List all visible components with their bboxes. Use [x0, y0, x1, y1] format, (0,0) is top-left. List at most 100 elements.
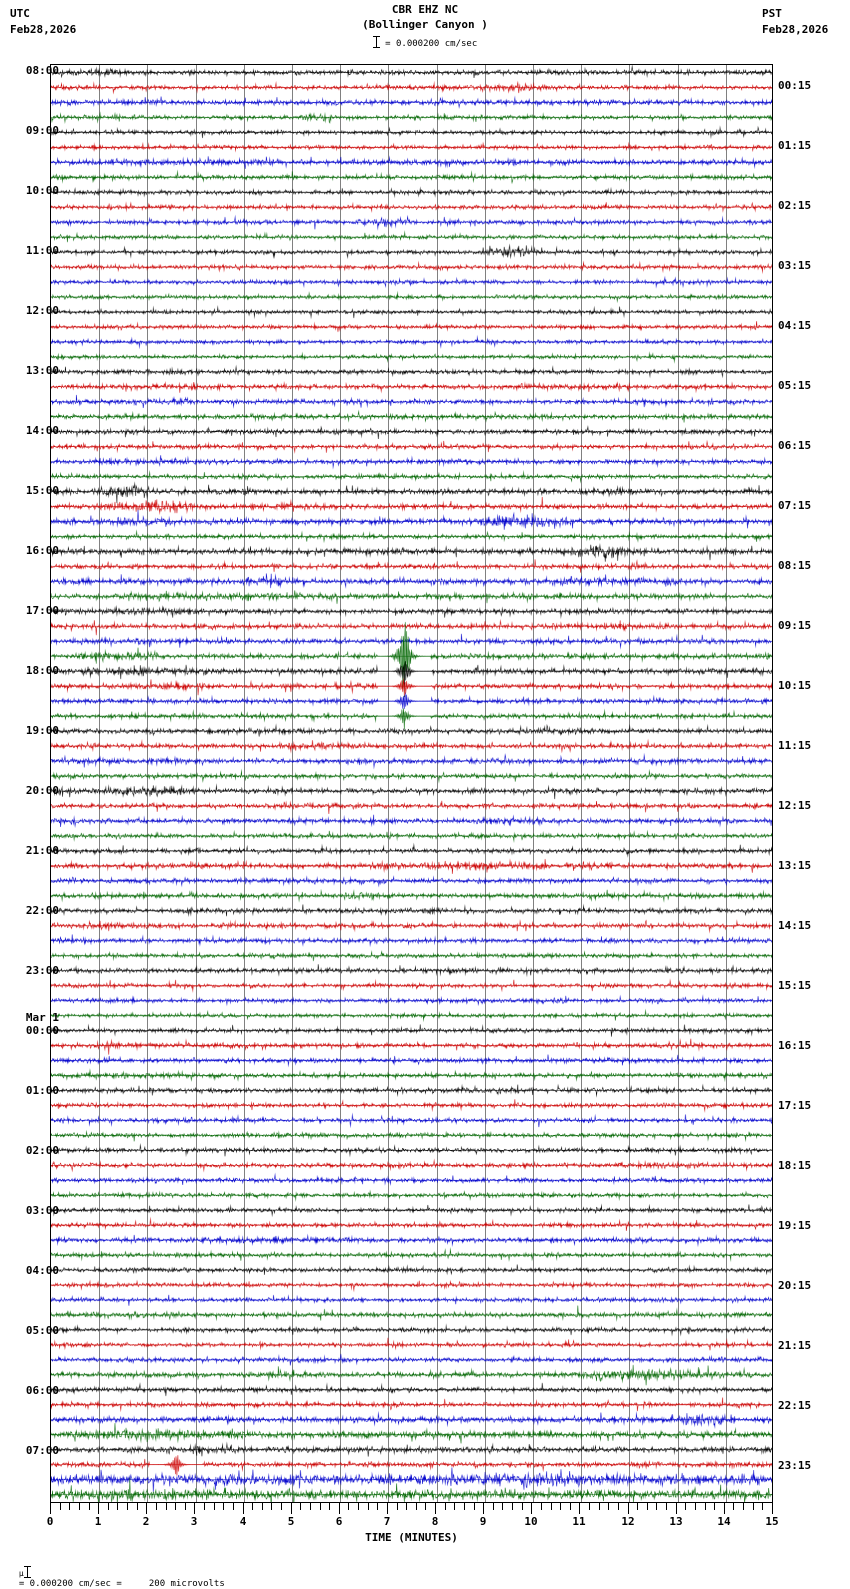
pst-time-label-7: 07:15: [778, 499, 812, 513]
x-tick-minor: [262, 1503, 263, 1510]
x-tick-minor: [425, 1503, 426, 1510]
x-tick-minor: [618, 1503, 619, 1510]
pst-time-label-13: 13:15: [778, 858, 812, 872]
utc-time-label-15: 23:00: [25, 963, 59, 977]
x-tick-label-10: 10: [524, 1515, 538, 1528]
x-tick-minor: [204, 1503, 205, 1510]
x-tick-minor: [60, 1503, 61, 1510]
utc-time-label-20: 03:00: [25, 1203, 59, 1217]
footer-scale-text: = 0.000200 cm/sec = 200 microvolts: [18, 1579, 225, 1589]
x-tick-minor: [454, 1503, 455, 1510]
x-tick-major-4: [243, 1503, 244, 1514]
pst-time-label-20: 20:15: [778, 1278, 812, 1292]
utc-time-label-9: 17:00: [25, 604, 59, 618]
x-tick-minor: [223, 1503, 224, 1510]
utc-time-label-11: 19:00: [25, 724, 59, 738]
x-tick-minor: [608, 1503, 609, 1510]
x-tick-label-4: 4: [239, 1515, 247, 1528]
x-tick-minor: [733, 1503, 734, 1510]
utc-time-label-7: 15:00: [25, 484, 59, 498]
x-tick-minor: [762, 1503, 763, 1510]
x-tick-minor: [570, 1503, 571, 1510]
header-right-timezone-block: PST Feb28,2026: [762, 6, 828, 38]
pst-time-label-15: 15:15: [778, 978, 812, 992]
x-tick-label-7: 7: [383, 1515, 391, 1528]
x-tick-minor: [695, 1503, 696, 1510]
x-tick-label-15: 15: [765, 1515, 779, 1528]
x-tick-major-12: [628, 1503, 629, 1514]
x-tick-minor: [522, 1503, 523, 1510]
utc-zone-label: UTC: [10, 7, 30, 20]
pst-time-label-2: 02:15: [778, 199, 812, 213]
x-tick-major-8: [435, 1503, 436, 1514]
x-tick-major-0: [50, 1503, 51, 1514]
pst-time-label-0: 00:15: [778, 79, 812, 93]
x-tick-label-13: 13: [669, 1515, 683, 1528]
utc-time-label-21: 04:00: [25, 1263, 59, 1277]
seismic-traces-canvas: [51, 65, 772, 1502]
x-tick-label-3: 3: [190, 1515, 198, 1528]
utc-time-label-19: 02:00: [25, 1143, 59, 1157]
x-tick-label-6: 6: [335, 1515, 343, 1528]
x-tick-minor: [79, 1503, 80, 1510]
x-tick-minor: [714, 1503, 715, 1510]
pst-time-label-16: 16:15: [778, 1038, 812, 1052]
x-tick-label-8: 8: [431, 1515, 439, 1528]
pst-time-label-23: 23:15: [778, 1458, 812, 1472]
x-tick-label-12: 12: [621, 1515, 635, 1528]
station-location: (Bollinger Canyon ): [362, 18, 488, 31]
x-tick-minor: [656, 1503, 657, 1510]
x-tick-minor: [502, 1503, 503, 1510]
pst-time-label-1: 01:15: [778, 139, 812, 153]
utc-time-label-0: 08:00: [25, 64, 59, 78]
x-tick-minor: [233, 1503, 234, 1510]
x-tick-minor: [685, 1503, 686, 1510]
utc-time-label-4: 12:00: [25, 304, 59, 318]
utc-time-label-23: 06:00: [25, 1383, 59, 1397]
utc-date-label: Feb28,2026: [10, 23, 77, 36]
x-tick-minor: [329, 1503, 330, 1510]
utc-time-label-24: 07:00: [25, 1443, 59, 1457]
pst-time-label-5: 05:15: [778, 379, 812, 393]
x-tick-minor: [599, 1503, 600, 1510]
x-tick-minor: [445, 1503, 446, 1510]
x-tick-minor: [397, 1503, 398, 1510]
utc-time-label-8: 16:00: [25, 544, 59, 558]
x-tick-major-5: [291, 1503, 292, 1514]
footer-scale-bar-icon: [23, 1566, 31, 1578]
x-tick-minor: [512, 1503, 513, 1510]
station-title: CBR EHZ NC: [391, 3, 459, 16]
x-tick-minor: [666, 1503, 667, 1510]
utc-time-label-5: 13:00: [25, 364, 59, 378]
utc-time-label-1: 09:00: [25, 124, 59, 138]
utc-time-label-12: 20:00: [25, 783, 59, 797]
pst-date-label: Feb28,2026: [762, 23, 829, 36]
x-tick-minor: [637, 1503, 638, 1510]
x-tick-label-11: 11: [572, 1515, 586, 1528]
pst-time-label-18: 18:15: [778, 1158, 812, 1172]
x-tick-minor: [474, 1503, 475, 1510]
x-tick-minor: [166, 1503, 167, 1510]
x-tick-minor: [377, 1503, 378, 1510]
x-tick-label-14: 14: [717, 1515, 731, 1528]
pst-zone-label: PST: [762, 7, 782, 20]
x-tick-minor: [493, 1503, 494, 1510]
pst-time-label-14: 14:15: [778, 918, 812, 932]
x-axis-title: TIME (MINUTES): [365, 1531, 458, 1544]
amplitude-scale-label: = 0.000200 cm/sec: [385, 39, 478, 49]
utc-time-label-10: 18:00: [25, 664, 59, 678]
x-tick-major-13: [676, 1503, 677, 1514]
x-tick-major-15: [772, 1503, 773, 1514]
x-tick-label-9: 9: [479, 1515, 487, 1528]
x-axis: 0 1 2 3 4 5 6 7 8 9 10 11 12 13 14 15 TIME (MINUTES): [47, 1503, 779, 1544]
helicorder-plot[interactable]: [50, 64, 773, 1503]
pst-time-label-17: 17:15: [778, 1098, 812, 1112]
x-tick-minor: [541, 1503, 542, 1510]
pst-time-label-19: 19:15: [778, 1218, 812, 1232]
x-tick-minor: [127, 1503, 128, 1510]
pst-time-label-8: 08:15: [778, 559, 812, 573]
pst-time-label-10: 10:15: [778, 679, 812, 693]
utc-time-label-22: 05:00: [25, 1323, 59, 1337]
header-scale-row: = 0.000200 cm/sec: [0, 36, 850, 49]
utc-time-label-13: 21:00: [25, 843, 59, 857]
